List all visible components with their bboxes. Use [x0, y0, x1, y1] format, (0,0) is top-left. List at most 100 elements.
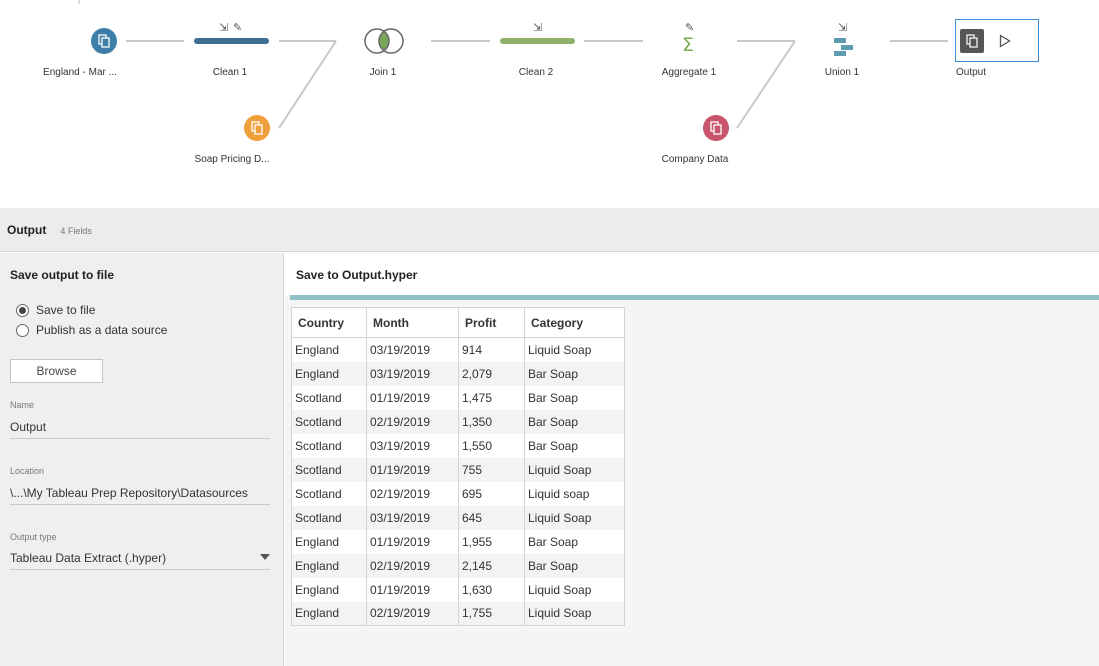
location-label: Location	[10, 466, 45, 476]
cell-profit: 1,955	[458, 529, 525, 554]
cell-profit: 1,755	[458, 601, 525, 626]
run-flow-icon[interactable]	[999, 34, 1011, 48]
cell-profit: 645	[458, 505, 525, 530]
table-row: Scotland 03/19/2019 1,550 Bar Soap	[291, 433, 625, 458]
chevron-down-icon[interactable]	[260, 554, 270, 560]
cell-category: Bar Soap	[524, 361, 625, 386]
flow-connections	[78, 0, 948, 129]
location-input[interactable]: \...\My Tableau Prep Repository\Datasour…	[10, 486, 270, 505]
table-row: England 03/19/2019 2,079 Bar Soap	[291, 361, 625, 386]
column-header-country[interactable]: Country	[291, 307, 367, 338]
node-label: Clean 2	[518, 67, 554, 78]
input-file-icon	[244, 115, 270, 141]
browse-button[interactable]: Browse	[10, 359, 103, 383]
cell-category: Bar Soap	[524, 529, 625, 554]
cell-category: Liquid Soap	[524, 457, 625, 482]
section-title: Save output to file	[10, 268, 115, 282]
cell-category: Liquid Soap	[524, 577, 625, 602]
output-type-dropdown[interactable]: Tableau Data Extract (.hyper)	[10, 551, 270, 570]
cell-month: 01/19/2019	[366, 577, 459, 602]
preview-title: Save to Output.hyper	[296, 268, 418, 282]
table-body: England 03/19/2019 914 Liquid Soap England 0…	[291, 337, 625, 626]
table-row: England 03/19/2019 914 Liquid Soap	[291, 337, 625, 362]
name-input[interactable]: Output	[10, 420, 270, 439]
node-label: England - Mar ...	[43, 67, 117, 78]
radio-label: Publish as a data source	[36, 323, 168, 337]
radio-button-selected-icon[interactable]	[16, 303, 29, 317]
table-row: England 02/19/2019 2,145 Bar Soap	[291, 553, 625, 578]
cell-month: 01/19/2019	[366, 529, 459, 554]
cell-month: 02/19/2019	[366, 409, 459, 434]
cell-country: Scotland	[291, 385, 367, 410]
table-row: England 02/19/2019 1,755 Liquid Soap	[291, 601, 625, 626]
output-icon	[960, 29, 984, 53]
fields-count: 4 Fields	[60, 225, 92, 236]
cell-month: 03/19/2019	[366, 433, 459, 458]
node-output[interactable]	[955, 19, 1039, 62]
output-type-label: Output type	[10, 532, 57, 542]
cell-category: Bar Soap	[524, 385, 625, 410]
table-row: Scotland 01/19/2019 755 Liquid Soap	[291, 457, 625, 482]
step-title: Output	[7, 222, 47, 237]
step-panel-header: Output 4 Fields	[0, 208, 1099, 252]
cell-month: 02/19/2019	[366, 481, 459, 506]
name-label: Name	[10, 400, 35, 410]
preview-divider	[290, 295, 1099, 300]
radio-button-icon[interactable]	[16, 323, 29, 337]
cell-country: Scotland	[291, 409, 367, 434]
column-header-profit[interactable]: Profit	[458, 307, 525, 338]
cell-profit: 914	[458, 337, 525, 362]
cell-category: Liquid Soap	[524, 601, 625, 626]
flow-canvas[interactable]: England - Mar ... ⇲ ✎ Clean 1 Soap Prici…	[0, 0, 1099, 208]
node-label: Aggregate 1	[661, 67, 717, 78]
union-icon	[834, 38, 853, 56]
node-label: Join 1	[369, 67, 397, 78]
cell-profit: 1,475	[458, 385, 525, 410]
cell-month: 03/19/2019	[366, 337, 459, 362]
preview-header: Save to Output.hyper	[285, 253, 1099, 296]
cell-profit: 1,630	[458, 577, 525, 602]
node-label: Union 1	[824, 67, 860, 78]
table-header-row: Country Month Profit Category	[291, 307, 625, 338]
clean-step-icon: ⇲	[219, 22, 229, 34]
clean-step-icon: ⇲	[838, 22, 848, 34]
radio-save-to-file[interactable]: Save to file	[16, 303, 95, 317]
cell-month: 03/19/2019	[366, 505, 459, 530]
clean-step-bar	[194, 38, 269, 44]
input-file-icon	[703, 115, 729, 141]
cell-profit: 1,350	[458, 409, 525, 434]
cell-country: England	[291, 337, 367, 362]
column-header-category[interactable]: Category	[524, 307, 625, 338]
node-label: Company Data	[661, 154, 729, 165]
node-label: Output	[955, 67, 987, 78]
cell-country: England	[291, 529, 367, 554]
cell-month: 03/19/2019	[366, 361, 459, 386]
table-row: Scotland 02/19/2019 1,350 Bar Soap	[291, 409, 625, 434]
radio-label: Save to file	[36, 303, 96, 317]
column-header-month[interactable]: Month	[366, 307, 459, 338]
cell-country: Scotland	[291, 505, 367, 530]
cell-category: Liquid Soap	[524, 505, 625, 530]
radio-publish-data-source[interactable]: Publish as a data source	[16, 323, 167, 337]
cell-country: Scotland	[291, 481, 367, 506]
cell-country: England	[291, 601, 367, 626]
cell-month: 02/19/2019	[366, 601, 459, 626]
output-preview-pane: Save to Output.hyper Country Month Profi…	[285, 253, 1099, 666]
sigma-icon: Σ	[682, 34, 695, 56]
cell-profit: 695	[458, 481, 525, 506]
cell-country: England	[291, 577, 367, 602]
table-row: Scotland 03/19/2019 645 Liquid Soap	[291, 505, 625, 530]
data-preview-table[interactable]: Country Month Profit Category England 03/…	[291, 307, 625, 626]
clean-step-icon: ⇲	[533, 22, 543, 34]
cell-profit: 755	[458, 457, 525, 482]
node-label: Soap Pricing D...	[194, 154, 270, 165]
table-row: England 01/19/2019 1,630 Liquid Soap	[291, 577, 625, 602]
edit-icon: ✎	[685, 22, 695, 34]
table-row: Scotland 02/19/2019 695 Liquid soap	[291, 481, 625, 506]
table-row: England 01/19/2019 1,955 Bar Soap	[291, 529, 625, 554]
cell-category: Liquid Soap	[524, 337, 625, 362]
cell-month: 02/19/2019	[366, 553, 459, 578]
cell-country: England	[291, 361, 367, 386]
cell-category: Bar Soap	[524, 409, 625, 434]
cell-country: Scotland	[291, 457, 367, 482]
